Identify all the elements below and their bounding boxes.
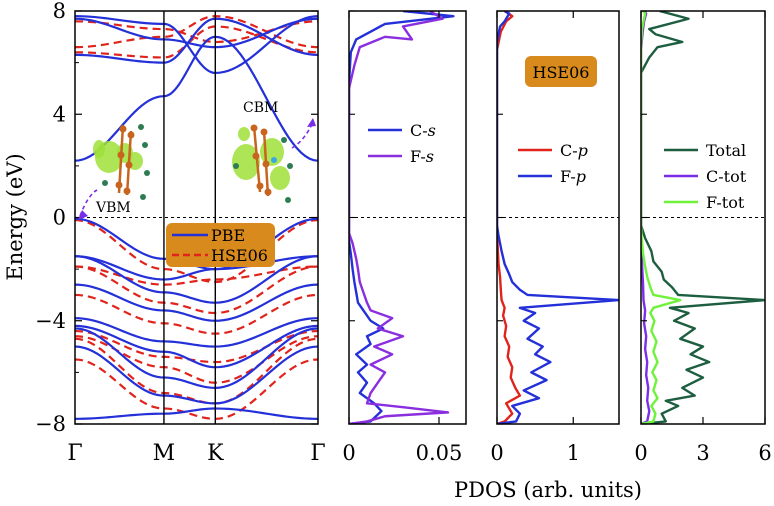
pbe-band-7: [75, 283, 318, 322]
pdos-s-panel: 0 0.05 C-sF-s: [342, 10, 467, 465]
pdos-total-series-f-tot: [641, 11, 682, 424]
pdos-total-xtick-label-0: 0: [634, 441, 647, 465]
pdos-s-x-ticks: 0 0.05: [342, 10, 463, 465]
pdos-total-lines: [641, 11, 765, 424]
pdos-s-legend: C-s F-s: [368, 121, 436, 166]
band-frame: [74, 10, 319, 425]
pbe-band-12: [75, 407, 318, 420]
pbe-band-6: [75, 255, 318, 304]
pbe-band-9: [75, 324, 318, 369]
ytick-label-0: 8: [53, 0, 66, 23]
kpoint-label-0: Γ: [67, 441, 82, 466]
pdos-s-xtick-label-0: 0: [342, 441, 355, 465]
vbm-label: VBM: [95, 200, 131, 216]
pdos-total-legend-label-1: C-tot: [706, 167, 747, 186]
pdos-p-legend: C-p F-p: [518, 141, 588, 186]
hse06-band-6: [75, 293, 318, 335]
pdos-p-frame: [496, 10, 620, 425]
pdos-p-legend-label-1: F-p: [560, 167, 586, 186]
cbm-label: CBM: [243, 100, 278, 116]
x-axis-label: PDOS (arb. units): [454, 478, 642, 502]
cbm-orbital-plot: [232, 124, 293, 203]
vbm-orbital-plot: [93, 124, 150, 200]
pbe-band-10: [75, 327, 318, 389]
pbe-band-1: [75, 17, 318, 49]
pbe-band-8: [75, 317, 318, 348]
y-axis-label: Energy (eV): [3, 153, 27, 280]
vbm-arrow-head: [78, 210, 88, 220]
pdos-s-frame: [348, 10, 467, 425]
pbe-band-3: [75, 35, 318, 162]
ytick-label-4: −8: [35, 412, 66, 436]
legend-pbe-label: PBE: [211, 226, 245, 245]
hse06-badge: [525, 56, 597, 87]
pbe-band-0: [75, 17, 318, 64]
hse06-band-9: [75, 337, 318, 405]
pdos-p-series-c-p: [497, 11, 522, 424]
band-legend: PBE HSE06: [166, 223, 275, 267]
pdos-p-series-f-p: [497, 11, 619, 424]
kpoint-label-2: K: [207, 441, 224, 466]
band-structure-panel: 8 4 0 −4 −8 Γ M K Γ: [35, 0, 326, 466]
cbm-arrow-head: [307, 118, 316, 127]
pdos-s-legend-label-1: F-s: [410, 147, 434, 166]
pdos-total-panel: 0 3 6 Total C-tot F-tot: [634, 10, 772, 465]
pdos-p-lines: [497, 11, 619, 424]
pdos-s-xtick-label-1: 0.05: [416, 441, 463, 465]
pbe-band-2: [75, 15, 318, 75]
ytick-label-2: 0: [53, 206, 66, 230]
pdos-total-xtick-label-2: 6: [758, 441, 771, 465]
pdos-total-legend-label-0: Total: [706, 141, 746, 160]
ytick-label-3: −4: [35, 309, 66, 333]
ytick-label-1: 4: [53, 102, 66, 126]
pdos-total-frame: [640, 10, 766, 425]
hse06-band-8: [75, 335, 318, 384]
pdos-total-legend-label-2: F-tot: [706, 193, 745, 212]
kpoint-label-1: M: [153, 441, 176, 466]
pdos-s-series-c-s: [349, 11, 455, 424]
pdos-p-xtick-label-1: 1: [567, 441, 580, 465]
pdos-s-legend-label-0: C-s: [410, 121, 436, 140]
kpoint-label-3: Γ: [310, 441, 325, 466]
pdos-p-xtick-label-0: 0: [490, 441, 503, 465]
legend-hse06-label: HSE06: [211, 246, 268, 265]
pdos-total-x-ticks: 0 3 6: [634, 10, 772, 465]
pdos-total-legend: Total C-tot F-tot: [664, 141, 747, 212]
pdos-s-series-f-s: [349, 11, 450, 424]
pbe-band-11: [75, 345, 318, 405]
pdos-total-series-total: [641, 11, 765, 424]
hse06-badge-label: HSE06: [533, 63, 590, 82]
pdos-s-lines: [349, 11, 455, 424]
high-symmetry-lines: [163, 11, 216, 424]
hse06-band-5: [75, 265, 318, 315]
pdos-total-xtick-label-1: 3: [696, 441, 709, 465]
hse06-band-2: [75, 15, 318, 49]
hse06-band-10: [75, 358, 318, 420]
pdos-p-legend-label-0: C-p: [560, 141, 588, 160]
hse06-band-3: [75, 218, 318, 284]
